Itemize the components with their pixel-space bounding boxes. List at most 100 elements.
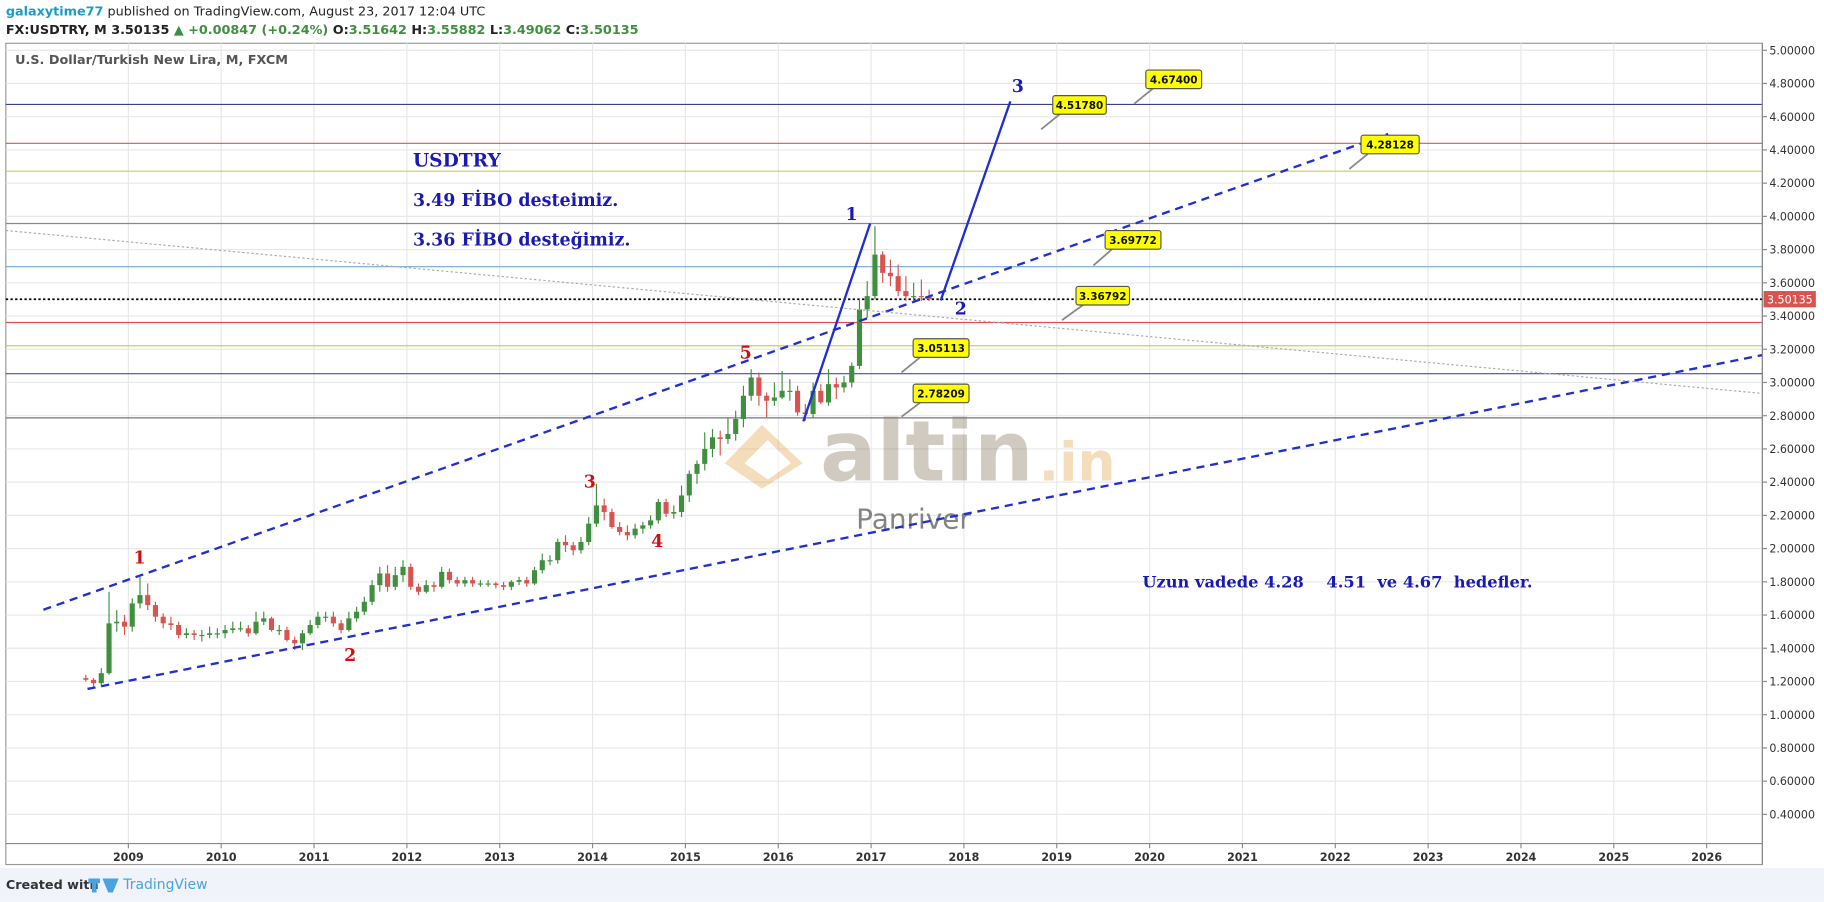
candle-body xyxy=(810,390,816,415)
candle-body xyxy=(740,395,746,420)
y-tick-label: 2.20000 xyxy=(1769,509,1815,522)
header-line: galaxytime77 published on TradingView.co… xyxy=(6,4,486,19)
candle-body xyxy=(609,512,615,527)
ohlc-label: H: xyxy=(411,23,427,38)
y-tick-label: 2.00000 xyxy=(1769,543,1815,556)
wave-label: 1 xyxy=(134,548,146,568)
callout-box xyxy=(1075,285,1131,306)
ohlc-value: 3.55882 xyxy=(427,23,485,38)
last-price-tag xyxy=(1763,291,1816,308)
candle-body xyxy=(849,365,855,383)
y-tick-label: 4.40000 xyxy=(1769,144,1815,157)
candle-body xyxy=(377,573,383,586)
footer-brand[interactable]: TradingView xyxy=(122,877,207,893)
footer-text: Created with xyxy=(6,878,99,893)
candle-body xyxy=(439,571,445,587)
candle-body xyxy=(408,566,414,587)
x-tick-label: 2014 xyxy=(577,851,608,864)
trend-line xyxy=(43,132,1389,611)
y-tick-label: 4.80000 xyxy=(1769,78,1815,91)
candle-body xyxy=(369,585,375,602)
callout-pointer xyxy=(1348,153,1369,170)
candle-body xyxy=(98,673,104,684)
wave-label: 3 xyxy=(1012,77,1024,97)
candle-body xyxy=(640,525,646,529)
candle-body xyxy=(864,296,870,310)
candle-body xyxy=(895,276,901,292)
ohlc-label: C: xyxy=(566,23,581,38)
candle-body xyxy=(593,505,599,524)
wave-label: 2 xyxy=(344,646,356,666)
callout-box xyxy=(1052,95,1107,115)
callout-label: 4.51780 xyxy=(1056,100,1104,112)
candle-body xyxy=(524,580,530,584)
candle-body xyxy=(121,621,128,627)
callout-box xyxy=(1360,134,1420,155)
candle-body xyxy=(880,254,886,273)
candle-body xyxy=(470,580,476,584)
symbol-line: FX:USDTRY, M 3.50135 ▲ +0.00847 (+0.24%)… xyxy=(6,23,639,38)
candle-body xyxy=(183,633,189,635)
callout-pointer xyxy=(1040,113,1061,131)
x-tick-label: 2019 xyxy=(1041,851,1072,864)
candle-body xyxy=(384,573,391,587)
ohlc-value: 3.50135 xyxy=(580,23,638,38)
candle-body xyxy=(833,384,839,388)
candle-body xyxy=(655,502,661,521)
x-tick-label: 2013 xyxy=(484,851,515,864)
candle-body xyxy=(152,605,159,617)
y-tick-label: 3.60000 xyxy=(1769,277,1815,290)
candle-body xyxy=(315,616,321,625)
published: published on TradingView.com, August 23,… xyxy=(103,4,485,19)
callout-box xyxy=(1145,69,1203,90)
candle-body xyxy=(106,623,112,674)
candle-body xyxy=(887,272,893,277)
y-tick-label: 0.40000 xyxy=(1769,808,1815,821)
candle-body xyxy=(415,586,422,592)
candle-body xyxy=(539,560,545,571)
candle-body xyxy=(307,624,313,634)
annotation: Uzun vadede 4.28 4.51 ve 4.67 hedefler. xyxy=(1142,573,1532,592)
candle-body xyxy=(733,419,739,434)
y-tick-label: 3.00000 xyxy=(1769,377,1815,390)
candle-body xyxy=(446,571,452,581)
candle-body xyxy=(903,291,909,297)
candle-body xyxy=(702,448,708,464)
candle-body xyxy=(191,633,197,635)
footer-bar xyxy=(0,868,1824,902)
y-tick-label: 1.20000 xyxy=(1769,676,1815,689)
candle-body xyxy=(709,437,716,449)
candle-body xyxy=(346,618,352,630)
price: 3.50135 xyxy=(111,23,169,38)
chart-title: U.S. Dollar/Turkish New Lira, M, FXCM xyxy=(15,53,288,68)
x-tick-label: 2010 xyxy=(206,851,237,864)
callout-label: 3.05113 xyxy=(917,343,965,355)
candle-body xyxy=(222,629,228,634)
x-tick-label: 2009 xyxy=(113,851,144,864)
candle-body xyxy=(323,616,329,618)
candle-body xyxy=(562,541,569,546)
callout-label: 4.28128 xyxy=(1366,140,1414,152)
x-tick-label: 2022 xyxy=(1320,851,1351,864)
callout-label: 2.78209 xyxy=(917,388,965,400)
candle-body xyxy=(485,583,491,585)
callout-pointer xyxy=(900,356,921,374)
y-tick-label: 0.60000 xyxy=(1769,775,1815,788)
candle-body xyxy=(756,377,762,396)
candle-body xyxy=(841,382,847,388)
callout-box xyxy=(1104,229,1162,250)
user[interactable]: galaxytime77 xyxy=(6,4,104,19)
candle-body xyxy=(825,384,832,403)
trend-line xyxy=(87,353,1763,691)
footer-logo[interactable] xyxy=(88,878,119,893)
symbol: FX:USDTRY, M xyxy=(6,23,107,38)
callout-pointer xyxy=(1133,87,1154,105)
wave-label: 3 xyxy=(584,473,596,493)
candle-body xyxy=(586,523,592,542)
candle-body xyxy=(237,628,244,630)
candle-body xyxy=(253,621,259,634)
y-tick-label: 5.00000 xyxy=(1769,44,1815,57)
candle-body xyxy=(911,296,917,298)
candle-body xyxy=(872,254,878,297)
